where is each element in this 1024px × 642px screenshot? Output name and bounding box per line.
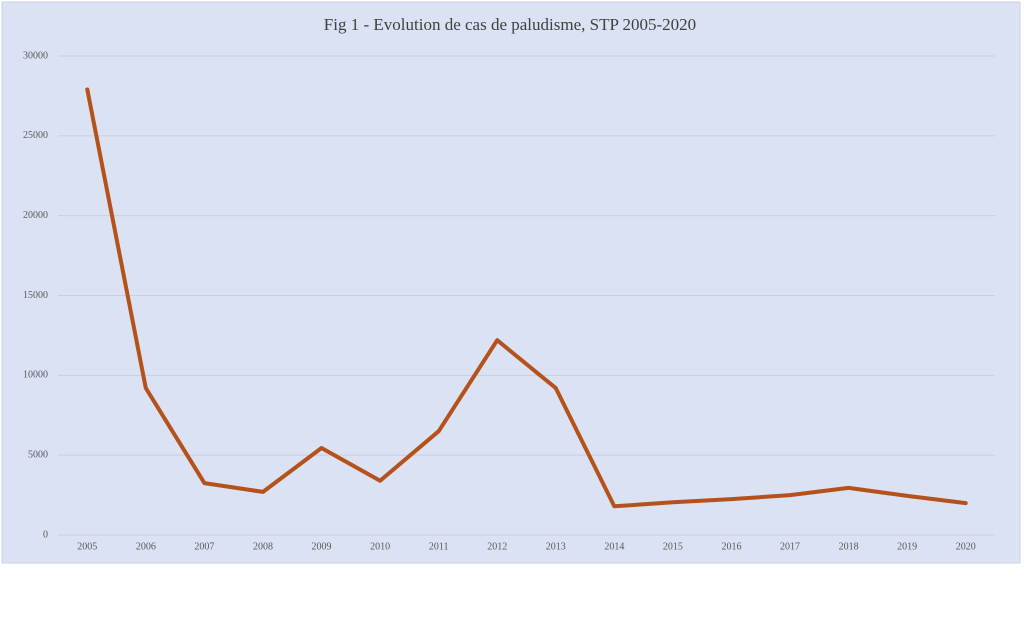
y-tick-label: 25000 bbox=[23, 130, 48, 141]
x-tick-label: 2005 bbox=[77, 541, 97, 552]
y-tick-label: 0 bbox=[43, 529, 48, 540]
x-tick-label: 2010 bbox=[370, 541, 390, 552]
x-tick-label: 2020 bbox=[956, 541, 976, 552]
y-tick-label: 5000 bbox=[28, 449, 48, 460]
x-tick-label: 2016 bbox=[721, 541, 741, 552]
x-tick-label: 2011 bbox=[429, 541, 449, 552]
x-tick-label: 2013 bbox=[546, 541, 566, 552]
data-line bbox=[85, 87, 968, 509]
y-tick-label: 10000 bbox=[23, 370, 48, 381]
x-tick-label: 2017 bbox=[780, 541, 800, 552]
x-tick-label: 2014 bbox=[604, 541, 624, 552]
x-tick-label: 2009 bbox=[312, 541, 332, 552]
x-tick-label: 2008 bbox=[253, 541, 273, 552]
x-tick-label: 2015 bbox=[663, 541, 683, 552]
chart-title: Fig 1 - Evolution de cas de paludisme, S… bbox=[324, 15, 696, 34]
y-tick-label: 30000 bbox=[23, 50, 48, 61]
x-tick-label: 2007 bbox=[194, 541, 214, 552]
y-tick-label: 15000 bbox=[23, 290, 48, 301]
x-tick-label: 2012 bbox=[487, 541, 507, 552]
y-tick-label: 20000 bbox=[23, 210, 48, 221]
x-tick-label: 2018 bbox=[839, 541, 859, 552]
x-tick-label: 2019 bbox=[897, 541, 917, 552]
chart-background bbox=[1, 1, 1021, 564]
x-tick-label: 2006 bbox=[136, 541, 156, 552]
